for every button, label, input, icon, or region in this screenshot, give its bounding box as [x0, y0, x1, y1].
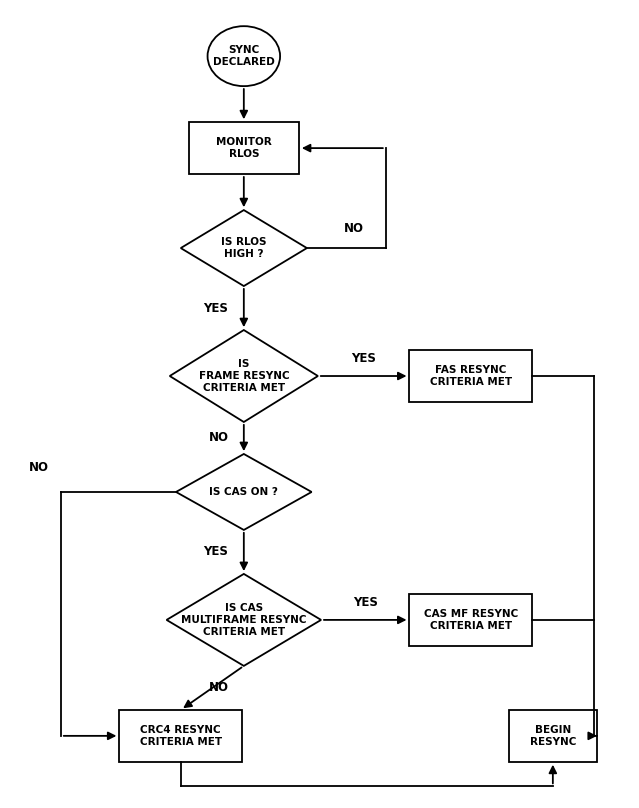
Text: YES: YES: [351, 352, 376, 365]
Text: NO: NO: [344, 221, 364, 234]
Text: CAS MF RESYNC
CRITERIA MET: CAS MF RESYNC CRITERIA MET: [424, 609, 518, 631]
Text: IS CAS ON ?: IS CAS ON ?: [210, 487, 278, 497]
Text: NO: NO: [208, 681, 229, 694]
Text: NO: NO: [29, 461, 49, 474]
Bar: [119, 710, 242, 762]
Text: BEGIN
RESYNC: BEGIN RESYNC: [530, 725, 576, 747]
Text: CRC4 RESYNC
CRITERIA MET: CRC4 RESYNC CRITERIA MET: [140, 725, 222, 747]
Text: FAS RESYNC
CRITERIA MET: FAS RESYNC CRITERIA MET: [430, 365, 512, 387]
Text: IS
FRAME RESYNC
CRITERIA MET: IS FRAME RESYNC CRITERIA MET: [199, 360, 289, 393]
Text: IS RLOS
HIGH ?: IS RLOS HIGH ?: [221, 238, 266, 259]
Bar: [509, 710, 597, 762]
Text: SYNC
DECLARED: SYNC DECLARED: [213, 45, 275, 67]
Text: NO: NO: [208, 431, 229, 444]
Text: MONITOR
RLOS: MONITOR RLOS: [216, 137, 272, 159]
Text: YES: YES: [203, 301, 228, 314]
Bar: [410, 594, 532, 646]
Text: IS CAS
MULTIFRAME RESYNC
CRITERIA MET: IS CAS MULTIFRAME RESYNC CRITERIA MET: [181, 604, 307, 637]
Text: YES: YES: [353, 595, 378, 608]
Bar: [189, 122, 299, 174]
Text: YES: YES: [203, 545, 228, 558]
Bar: [410, 350, 532, 402]
